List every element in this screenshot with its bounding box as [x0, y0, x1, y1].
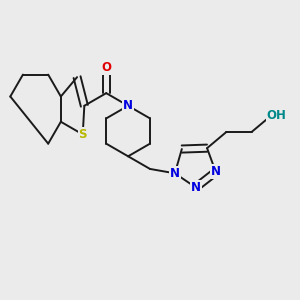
Text: N: N — [170, 167, 180, 180]
Text: S: S — [79, 128, 87, 141]
Text: N: N — [191, 181, 201, 194]
Text: N: N — [211, 165, 221, 178]
Text: OH: OH — [266, 109, 286, 122]
Text: N: N — [123, 99, 133, 112]
Text: O: O — [101, 61, 111, 74]
